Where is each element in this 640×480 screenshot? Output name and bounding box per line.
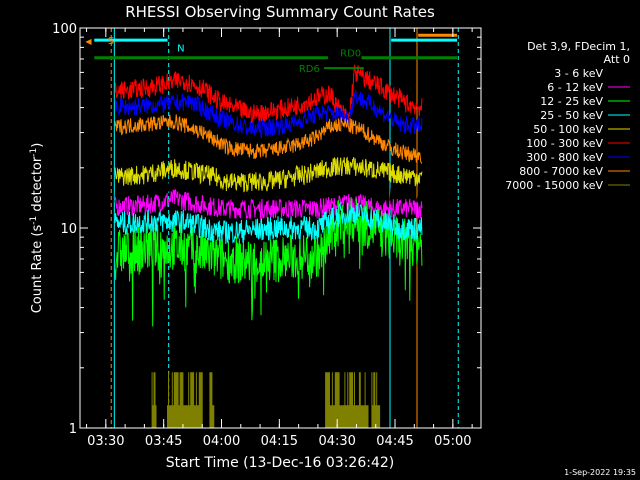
legend-label-100-300-kev: 100 - 300 keV (526, 137, 603, 150)
legend-label-6-12-kev: 6 - 12 keV (547, 81, 603, 94)
y-axis-label-middle: detector (30, 156, 45, 216)
flag-label-rd0: RD0 (340, 48, 361, 59)
legend-label-300-800-kev: 300 - 800 keV (526, 151, 603, 164)
series-line-50-100-kev (114, 156, 423, 193)
series-line-800-7000-kev (114, 114, 423, 164)
legend-header-line: Att 0 (604, 53, 630, 66)
legend-label-25-50-kev: 25 - 50 keV (540, 109, 603, 122)
flag-label-rd6: RD6 (299, 64, 320, 75)
legend-label-7000-15000-kev: 7000 - 15000 keV (505, 179, 603, 192)
legend-label-800-7000-kev: 800 - 7000 keV (519, 165, 603, 178)
series-spikes-7000-15000-kev (151, 372, 381, 428)
corner-marker: ◀ (85, 37, 92, 46)
axis-ticks: 1 10 100 03:30 03:45 04:00 04:15 04:30 04:45 05:0… (52, 22, 481, 449)
y-tick-label: 10 (60, 222, 77, 237)
flag-label-n: N (177, 43, 184, 54)
y-tick-label: 1 (69, 422, 77, 437)
x-tick-label: 05:00 (434, 434, 471, 449)
x-tick-label: 03:30 (87, 434, 124, 449)
flag-label-s: S (108, 36, 114, 47)
x-tick-label: 04:15 (261, 434, 298, 449)
x-tick-label: 03:45 (145, 434, 182, 449)
legend-header-line: Det 3,9, FDecim 1, (527, 40, 630, 53)
series-group (114, 64, 423, 428)
date-stamp: 1-Sep-2022 19:35 (564, 468, 636, 477)
x-axis-label: Start Time (13-Dec-16 03:26:42) (166, 455, 394, 471)
legend-label-50-100-kev: 50 - 100 keV (533, 123, 603, 136)
series-line-100-300-kev (114, 64, 423, 124)
legend-label-3-6-kev: 3 - 6 keV (554, 67, 603, 80)
y-axis-label-end: ) (30, 143, 45, 148)
series-line-25-50-kev (114, 201, 423, 245)
y-axis-label-exponent-1: -1 (29, 216, 39, 225)
flag-bars: S N RD0 RD6 ◀ (85, 33, 457, 75)
y-axis-label-exponent-2: -1 (29, 148, 39, 157)
x-tick-label: 04:45 (376, 434, 413, 449)
y-axis-label-main: Count Rate (s (30, 225, 45, 314)
x-tick-label: 04:30 (318, 434, 355, 449)
x-tick-label: 04:00 (203, 434, 240, 449)
y-axis-label: Count Rate (s-1 detector-1) (29, 143, 45, 314)
series-line-300-800-kev (114, 89, 423, 140)
legend-label-12-25-kev: 12 - 25 keV (540, 95, 603, 108)
y-tick-label: 100 (52, 22, 77, 37)
chart-title: RHESSI Observing Summary Count Rates (125, 3, 435, 21)
